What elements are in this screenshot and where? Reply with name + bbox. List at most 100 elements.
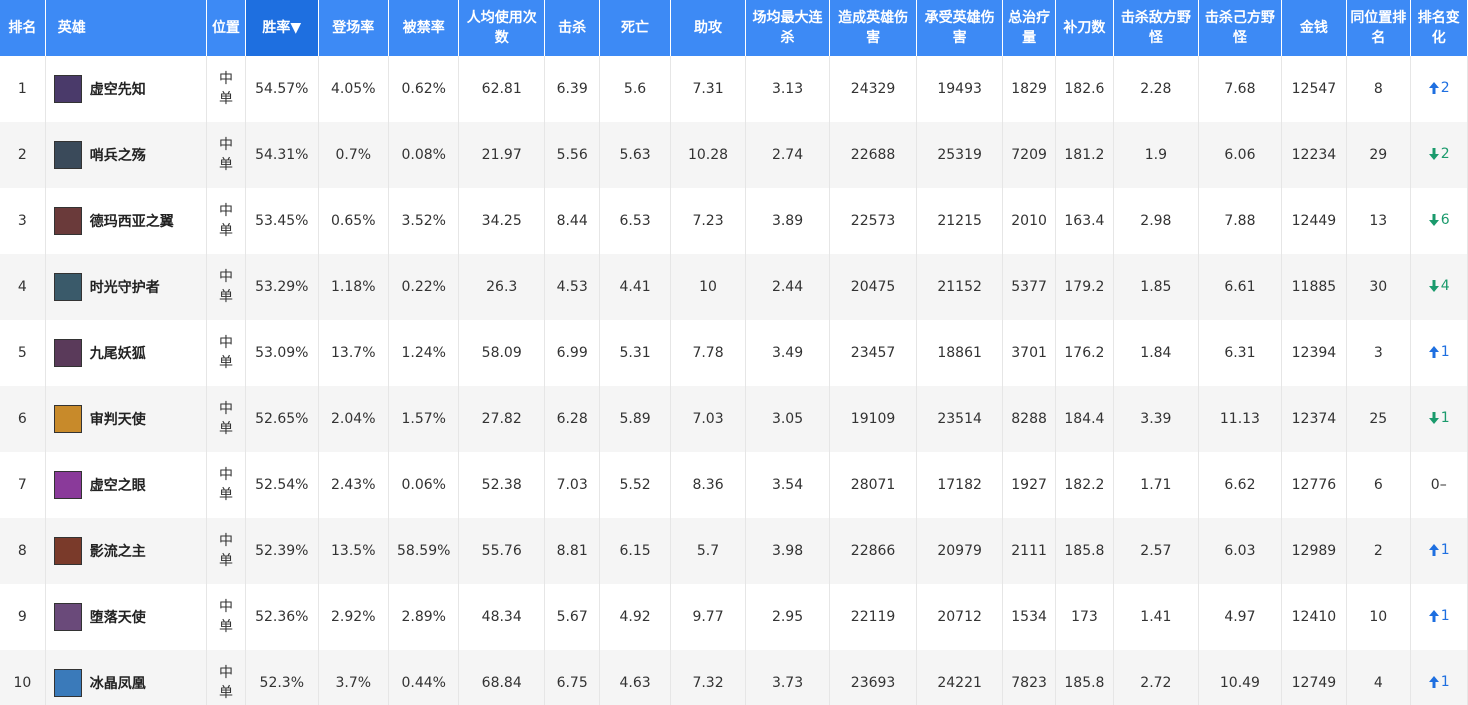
hero-name[interactable]: 哨兵之殇	[89, 148, 146, 164]
header-position-rank[interactable]: 同位置排名	[1346, 0, 1411, 56]
hero-name[interactable]: 德玛西亚之翼	[89, 214, 174, 230]
ban-rate-value: 2.89%	[401, 609, 446, 625]
enemy-jungle-cell: 1.84	[1113, 320, 1200, 386]
table-row[interactable]: 2 哨兵之殇 中单 54.31% 0.7% 0.08% 21.97 5.56 5.63 10.28…	[0, 122, 1468, 188]
pick-rate-value: 1.18%	[331, 279, 376, 295]
enemy-jungle-value: 2.57	[1140, 543, 1172, 559]
hero-cell[interactable]: 虚空先知	[45, 56, 207, 122]
hero-cell[interactable]: 审判天使	[45, 386, 207, 452]
position-rank-value: 2	[1373, 543, 1383, 559]
enemy-jungle-cell: 1.71	[1113, 452, 1200, 518]
max-streak-value: 2.44	[771, 279, 804, 295]
header-ban-rate[interactable]: 被禁率	[388, 0, 460, 56]
hero-avatar[interactable]	[53, 405, 82, 433]
hero-cell[interactable]: 冰晶凤凰	[45, 650, 207, 705]
win-rate-cell: 53.29%	[245, 254, 319, 320]
own-jungle-value: 11.13	[1219, 411, 1260, 427]
hero-cell[interactable]: 德玛西亚之翼	[45, 188, 207, 254]
hero-name[interactable]: 影流之主	[89, 544, 146, 560]
damage-taken-cell: 24221	[916, 650, 1003, 705]
rank-value: 7	[17, 477, 27, 493]
hero-avatar[interactable]	[53, 669, 82, 697]
healing-value: 1534	[1011, 609, 1047, 625]
header-cs[interactable]: 补刀数	[1055, 0, 1114, 56]
hero-cell[interactable]: 时光守护者	[45, 254, 207, 320]
header-deaths[interactable]: 死亡	[599, 0, 671, 56]
hero-name[interactable]: 九尾妖狐	[89, 346, 146, 362]
hero-cell[interactable]: 九尾妖狐	[45, 320, 207, 386]
hero-avatar[interactable]	[53, 207, 82, 235]
header-own-jungle[interactable]: 击杀己方野怪	[1198, 0, 1282, 56]
hero-name[interactable]: 时光守护者	[89, 280, 160, 296]
table-row[interactable]: 1 虚空先知 中单 54.57% 4.05% 0.62% 62.81 6.39 5.6 7.31 3…	[0, 56, 1468, 122]
hero-cell[interactable]: 虚空之眼	[45, 452, 207, 518]
hero-cell[interactable]: 影流之主	[45, 518, 207, 584]
hero-name[interactable]: 审判天使	[89, 412, 146, 428]
table-row[interactable]: 10 冰晶凤凰 中单 52.3% 3.7% 0.44% 68.84 6.75 4.63 7.32 3…	[0, 650, 1468, 705]
header-healing[interactable]: 总治疗量	[1002, 0, 1057, 56]
deaths-cell: 4.92	[599, 584, 671, 650]
position-rank-cell: 29	[1346, 122, 1411, 188]
table-row[interactable]: 6 审判天使 中单 52.65% 2.04% 1.57% 27.82 6.28 5.89 7.03…	[0, 386, 1468, 452]
pick-rate-value: 0.65%	[331, 213, 376, 229]
header-position[interactable]: 位置	[206, 0, 247, 56]
hero-avatar[interactable]	[53, 537, 82, 565]
hero-name[interactable]: 堕落天使	[89, 610, 146, 626]
hero-avatar[interactable]	[53, 141, 82, 169]
header-avg-games[interactable]: 人均使用次数	[458, 0, 545, 56]
header-max-streak[interactable]: 场均最大连杀	[745, 0, 830, 56]
header-kills[interactable]: 击杀	[544, 0, 601, 56]
position-line-1: 中	[218, 533, 233, 549]
healing-cell: 5377	[1002, 254, 1057, 320]
header-rank-change[interactable]: 排名变化	[1410, 0, 1468, 56]
ban-rate-cell: 0.44%	[388, 650, 460, 705]
assists-cell: 9.77	[670, 584, 747, 650]
position-line-1: 中	[218, 203, 233, 219]
hero-avatar[interactable]	[53, 75, 82, 103]
hero-cell[interactable]: 哨兵之殇	[45, 122, 207, 188]
position-cell: 中单	[206, 584, 247, 650]
ban-rate-value: 0.22%	[401, 279, 446, 295]
table-row[interactable]: 7 虚空之眼 中单 52.54% 2.43% 0.06% 52.38 7.03 5.52 8.36…	[0, 452, 1468, 518]
gold-cell: 12776	[1281, 452, 1348, 518]
ban-rate-value: 58.59%	[397, 543, 451, 559]
hero-name[interactable]: 冰晶凤凰	[89, 676, 146, 692]
header-gold[interactable]: 金钱	[1281, 0, 1348, 56]
rank-cell: 2	[0, 122, 46, 188]
hero-avatar[interactable]	[53, 471, 82, 499]
table-row[interactable]: 3 德玛西亚之翼 中单 53.45% 0.65% 3.52% 34.25 8.44 6.53 7.…	[0, 188, 1468, 254]
position-cell: 中单	[206, 452, 247, 518]
hero-cell[interactable]: 堕落天使	[45, 584, 207, 650]
ban-rate-value: 0.62%	[401, 81, 446, 97]
header-assists[interactable]: 助攻	[670, 0, 747, 56]
table-row[interactable]: 5 九尾妖狐 中单 53.09% 13.7% 1.24% 58.09 6.99 5.31 7.78…	[0, 320, 1468, 386]
header-rank[interactable]: 排名	[0, 0, 46, 56]
cs-value: 163.4	[1064, 213, 1105, 229]
header-hero[interactable]: 英雄	[45, 0, 207, 56]
cs-cell: 163.4	[1055, 188, 1114, 254]
enemy-jungle-cell: 1.41	[1113, 584, 1200, 650]
own-jungle-cell: 6.31	[1198, 320, 1282, 386]
kills-cell: 5.67	[544, 584, 601, 650]
cs-value: 185.8	[1064, 543, 1105, 559]
position-rank-value: 4	[1373, 675, 1383, 691]
enemy-jungle-value: 2.28	[1140, 81, 1172, 97]
position-line-1: 中	[218, 599, 233, 615]
pick-rate-value: 13.7%	[331, 345, 376, 361]
header-pick-rate[interactable]: 登场率	[318, 0, 389, 56]
table-row[interactable]: 4 时光守护者 中单 53.29% 1.18% 0.22% 26.3 4.53 4.41 10 2.…	[0, 254, 1468, 320]
hero-name[interactable]: 虚空先知	[89, 82, 146, 98]
hero-avatar[interactable]	[53, 339, 82, 367]
cs-value: 185.8	[1064, 675, 1105, 691]
hero-avatar[interactable]	[53, 273, 82, 301]
header-enemy-jungle[interactable]: 击杀敌方野怪	[1113, 0, 1200, 56]
header-damage-dealt[interactable]: 造成英雄伤害	[829, 0, 918, 56]
own-jungle-cell: 4.97	[1198, 584, 1282, 650]
hero-avatar[interactable]	[53, 603, 82, 631]
hero-name[interactable]: 虚空之眼	[89, 478, 146, 494]
header-damage-taken[interactable]: 承受英雄伤害	[916, 0, 1003, 56]
table-row[interactable]: 9 堕落天使 中单 52.36% 2.92% 2.89% 48.34 5.67 4.92 9.77…	[0, 584, 1468, 650]
table-row[interactable]: 8 影流之主 中单 52.39% 13.5% 58.59% 55.76 8.81 6.15 5.7…	[0, 518, 1468, 584]
damage-taken-cell: 19493	[916, 56, 1003, 122]
header-win-rate[interactable]: 胜率▼	[245, 0, 319, 56]
